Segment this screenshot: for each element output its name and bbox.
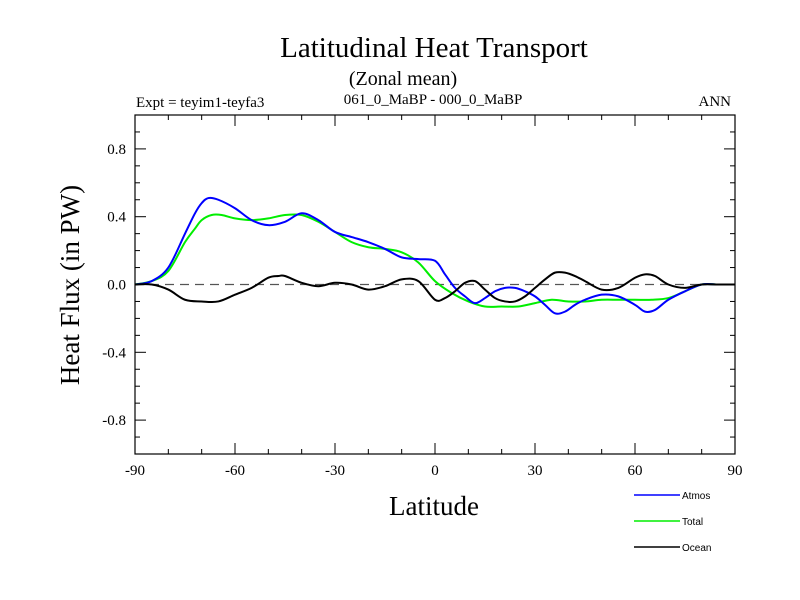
x-tick-label: -90 xyxy=(125,463,145,479)
y-tick-label: -0.4 xyxy=(102,345,126,361)
axis-ticks: -90 -60 -30 0 30 60 90 -0.8 -0.4 0.0 0.4 0.8 xyxy=(102,114,743,479)
y-tick-label: 0.0 xyxy=(107,278,126,294)
series-line-atmos xyxy=(134,196,735,315)
period-label: 061_0_MaBP - 000_0_MaBP xyxy=(344,92,523,108)
series-line-ocean xyxy=(134,270,735,304)
y-tick-label: -0.8 xyxy=(102,413,126,429)
plot-frame xyxy=(134,114,736,455)
y-tick-label: 0.4 xyxy=(107,210,126,226)
legend-label-total: Total xyxy=(682,517,703,528)
y-tick-label: 0.8 xyxy=(107,142,126,158)
series-line-total xyxy=(134,213,735,308)
series-lines xyxy=(134,196,735,315)
x-tick-label: 60 xyxy=(628,463,643,479)
legend-label-ocean: Ocean xyxy=(682,543,711,554)
chart-subtitle: (Zonal mean) xyxy=(349,68,457,90)
x-tick-label: -30 xyxy=(325,463,345,479)
experiment-label: Expt = teyim1-teyfa3 xyxy=(136,95,264,111)
x-tick-label: 90 xyxy=(728,463,743,479)
x-tick-label: 0 xyxy=(431,463,439,479)
chart-title: Latitudinal Heat Transport xyxy=(280,32,588,64)
season-label: ANN xyxy=(699,94,732,110)
x-tick-label: 30 xyxy=(528,463,543,479)
y-axis-title: Heat Flux (in PW) xyxy=(55,185,85,385)
legend-label-atmos: Atmos xyxy=(682,491,710,502)
x-axis-title: Latitude xyxy=(389,491,479,521)
x-tick-label: -60 xyxy=(225,463,245,479)
legend: Atmos Total Ocean xyxy=(634,491,711,554)
